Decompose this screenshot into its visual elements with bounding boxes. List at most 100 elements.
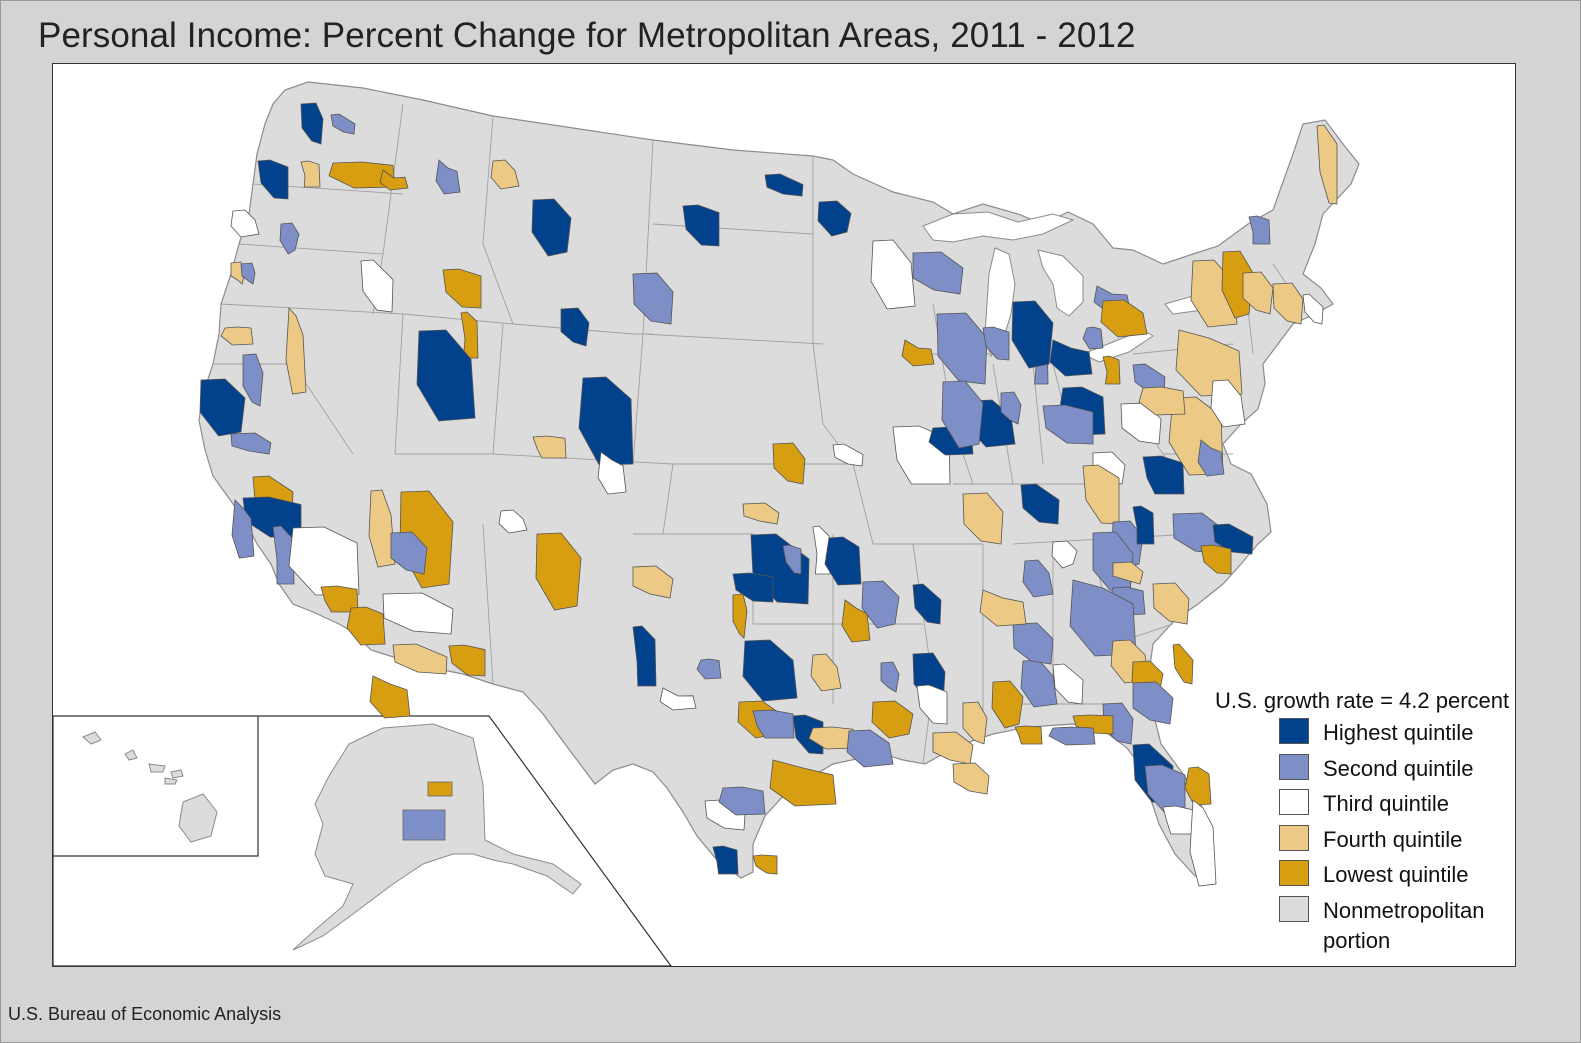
metro-area bbox=[752, 854, 778, 875]
metro-area bbox=[659, 687, 697, 711]
metro-area bbox=[199, 378, 246, 437]
metro-area bbox=[360, 259, 394, 313]
metro-area bbox=[230, 209, 260, 238]
metro-area bbox=[880, 661, 900, 693]
map-canvas bbox=[53, 81, 1360, 966]
metro-area bbox=[1302, 293, 1324, 325]
metro-area bbox=[936, 312, 988, 385]
metro-area bbox=[1172, 643, 1194, 685]
metro-area bbox=[742, 639, 798, 702]
legend-swatch-nonmetro bbox=[1279, 895, 1309, 922]
metro-area bbox=[682, 204, 720, 247]
metro-area bbox=[1200, 544, 1232, 575]
metro-area bbox=[1184, 766, 1212, 806]
metro-area bbox=[912, 583, 942, 625]
legend-swatch-second bbox=[1279, 753, 1309, 780]
lake-huron bbox=[1037, 249, 1084, 317]
metro-area bbox=[1049, 339, 1093, 377]
legend-swatch-fourth bbox=[1279, 824, 1309, 851]
metro-area bbox=[732, 593, 748, 639]
map-panel: U.S. growth rate = 4.2 percent Highest q… bbox=[52, 63, 1516, 967]
metro-area bbox=[379, 169, 409, 191]
metro-area bbox=[1012, 622, 1054, 665]
metro-areas bbox=[199, 102, 1338, 887]
hawaii bbox=[82, 731, 218, 843]
legend-item-fourth: Fourth quintile bbox=[1213, 821, 1513, 857]
metro-area bbox=[871, 700, 914, 739]
metro-area bbox=[560, 307, 590, 347]
metro-area bbox=[632, 272, 674, 325]
legend-swatch-third bbox=[1279, 789, 1309, 815]
legend-item-lowest: Lowest quintile bbox=[1213, 856, 1513, 892]
metro-area bbox=[532, 435, 567, 459]
metro-area bbox=[1189, 799, 1217, 887]
legend-label-nonmetro: Nonmetropolitan portion bbox=[1323, 897, 1485, 953]
metro-area bbox=[979, 589, 1027, 627]
metro-area bbox=[732, 572, 774, 603]
metro-area bbox=[231, 499, 255, 559]
metro-area bbox=[382, 592, 454, 635]
lake-erie bbox=[1081, 329, 1154, 363]
metro-area bbox=[242, 353, 264, 407]
metro-area bbox=[824, 536, 862, 586]
legend-label-third: Third quintile bbox=[1323, 791, 1449, 816]
metro-area bbox=[1000, 391, 1022, 425]
metro-area bbox=[962, 701, 988, 745]
legend-item-third: Third quintile bbox=[1213, 785, 1513, 821]
metro-area bbox=[952, 762, 990, 795]
legend-label-second: Second quintile bbox=[1323, 755, 1474, 781]
metro-area bbox=[901, 339, 935, 367]
metro-area bbox=[941, 380, 984, 449]
metro-area bbox=[1142, 455, 1185, 495]
legend-title: U.S. growth rate = 4.2 percent bbox=[1215, 688, 1510, 713]
metro-area bbox=[1272, 282, 1304, 325]
metro-area bbox=[916, 684, 948, 725]
metro-area bbox=[769, 759, 837, 807]
metro-area bbox=[832, 443, 864, 467]
legend-label-highest: Highest quintile bbox=[1323, 720, 1474, 745]
metro-area bbox=[1132, 681, 1174, 725]
metro-area bbox=[1138, 386, 1186, 416]
metro-area bbox=[782, 544, 802, 575]
metro-area bbox=[870, 239, 916, 310]
legend: U.S. growth rate = 4.2 percent Highest q… bbox=[1213, 688, 1513, 956]
metro-area bbox=[1197, 439, 1225, 477]
legend-label-fourth: Fourth quintile bbox=[1323, 826, 1463, 852]
metro-area bbox=[1048, 726, 1096, 746]
metro-area bbox=[1175, 329, 1243, 397]
metro-area bbox=[991, 680, 1024, 729]
metro-area bbox=[1242, 271, 1274, 315]
metro-area bbox=[369, 675, 411, 719]
metro-area bbox=[272, 525, 295, 585]
metro-area bbox=[279, 222, 300, 255]
metro-area bbox=[1042, 404, 1094, 445]
map-title: Personal Income: Percent Change for Metr… bbox=[38, 16, 1136, 55]
metro-area bbox=[535, 532, 582, 611]
legend-swatch-highest bbox=[1279, 718, 1309, 744]
metro-area bbox=[390, 531, 428, 575]
metro-area bbox=[696, 658, 722, 680]
metro-area bbox=[416, 329, 476, 422]
metro-area bbox=[1248, 215, 1271, 245]
metro-area bbox=[1221, 250, 1254, 319]
lake-superior bbox=[922, 211, 1075, 243]
metro-area bbox=[1112, 561, 1144, 585]
metro-area bbox=[752, 709, 795, 739]
metro-area bbox=[1102, 355, 1121, 385]
alaska-metro-second bbox=[402, 809, 446, 841]
metro-area bbox=[817, 200, 852, 237]
metro-area bbox=[982, 326, 1010, 361]
legend-item-highest: Highest quintile bbox=[1213, 714, 1513, 750]
metro-area bbox=[1132, 505, 1155, 545]
metro-area bbox=[1212, 523, 1254, 555]
metro-area bbox=[1020, 483, 1060, 525]
metro-area bbox=[1022, 559, 1054, 598]
metro-area bbox=[912, 251, 964, 295]
metro-area bbox=[792, 714, 824, 755]
metro-area bbox=[285, 307, 307, 395]
metro-area bbox=[330, 113, 356, 135]
metro-area bbox=[230, 432, 272, 455]
metro-area bbox=[1052, 663, 1084, 705]
metro-area bbox=[442, 268, 482, 309]
metro-area bbox=[1072, 714, 1114, 735]
